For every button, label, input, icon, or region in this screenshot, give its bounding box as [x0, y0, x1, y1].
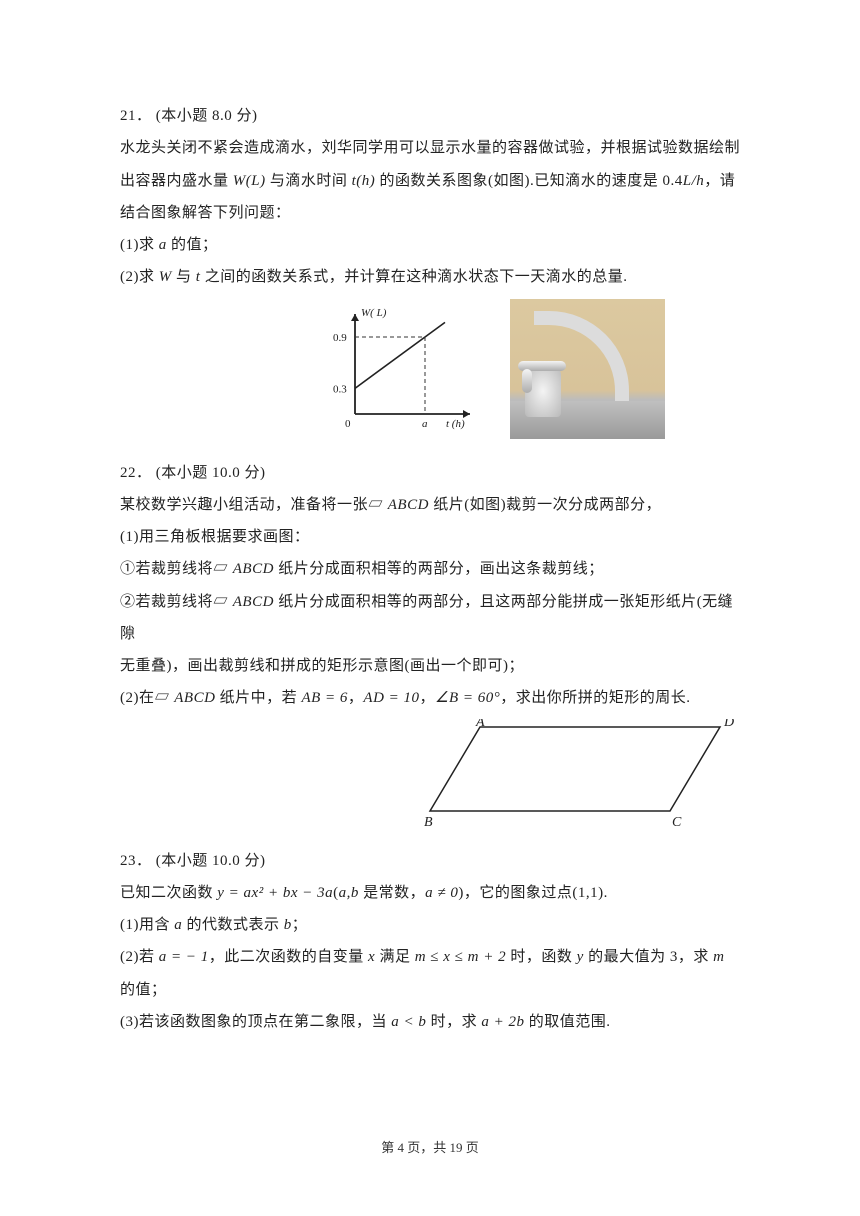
svg-text:0: 0 [345, 418, 351, 430]
q23-number: 23． [120, 853, 156, 869]
q22-parallelogram: A D B C [420, 719, 740, 829]
q21-para1: 水龙头关闭不紧会造成滴水，刘华同学用可以显示水量的容器做试验，并根据试验数据绘制 [120, 132, 740, 164]
svg-text:D: D [723, 719, 734, 730]
q21-figures: 0.9 0.3 0 a W( L) t (h) [120, 299, 740, 439]
svg-text:0.9: 0.9 [333, 332, 347, 344]
q22-header: 22． (本小题 10.0 分) [120, 457, 740, 489]
svg-text:W( L): W( L) [361, 307, 387, 319]
svg-text:B: B [424, 815, 433, 829]
q22-figure: A D B C [120, 719, 740, 829]
q21-points: (本小题 8.0 分) [156, 108, 258, 124]
page-footer: 第 4 页，共 19 页 [0, 1137, 860, 1156]
q23-sub1: (1)用含 a 的代数式表示 b； [120, 909, 740, 941]
svg-text:a: a [422, 418, 428, 430]
q21-header: 21． (本小题 8.0 分) [120, 100, 740, 132]
svg-text:0.3: 0.3 [333, 383, 347, 395]
q21-para2: 出容器内盛水量 W(L) 与滴水时间 t(h) 的函数关系图象(如图).已知滴水… [120, 165, 740, 197]
q22-sub2: (2)在▱ ABCD 纸片中，若 AB = 6，AD = 10，∠B = 60°… [120, 682, 740, 714]
svg-text:t (h): t (h) [446, 418, 465, 430]
q21-faucet-photo [510, 299, 665, 439]
faucet-handle2-icon [522, 369, 532, 393]
q23-sub2-cont: 的值； [120, 974, 740, 1006]
q22-para1: 某校数学兴趣小组活动，准备将一张▱ ABCD 纸片(如图)裁剪一次分成两部分， [120, 489, 740, 521]
q23-header: 23． (本小题 10.0 分) [120, 845, 740, 877]
q22-sub1b: ②若裁剪线将▱ ABCD 纸片分成面积相等的两部分，且这两部分能拼成一张矩形纸片… [120, 586, 740, 651]
svg-text:A: A [475, 719, 485, 730]
svg-text:C: C [672, 815, 682, 829]
q23-sub3: (3)若该函数图象的顶点在第二象限，当 a < b 时，求 a + 2b 的取值… [120, 1006, 740, 1038]
q21-para3: 结合图象解答下列问题： [120, 197, 740, 229]
q23-para1: 已知二次函数 y = ax² + bx − 3a(a,b 是常数，a ≠ 0)，… [120, 877, 740, 909]
q23-points: (本小题 10.0 分) [156, 853, 266, 869]
q22-sub1: (1)用三角板根据要求画图： [120, 521, 740, 553]
q23-sub2: (2)若 a = − 1，此二次函数的自变量 x 满足 m ≤ x ≤ m + … [120, 941, 740, 973]
q22-sub1b-cont: 无重叠)，画出裁剪线和拼成的矩形示意图(画出一个即可)； [120, 650, 740, 682]
q22-number: 22． [120, 465, 156, 481]
q22-sub1a: ①若裁剪线将▱ ABCD 纸片分成面积相等的两部分，画出这条裁剪线； [120, 553, 740, 585]
q21-chart: 0.9 0.3 0 a W( L) t (h) [315, 299, 490, 439]
q21-sub1: (1)求 a 的值； [120, 229, 740, 261]
q21-number: 21． [120, 108, 156, 124]
q21-sub2: (2)求 W 与 t 之间的函数关系式，并计算在这种滴水状态下一天滴水的总量. [120, 261, 740, 293]
q22-points: (本小题 10.0 分) [156, 465, 266, 481]
